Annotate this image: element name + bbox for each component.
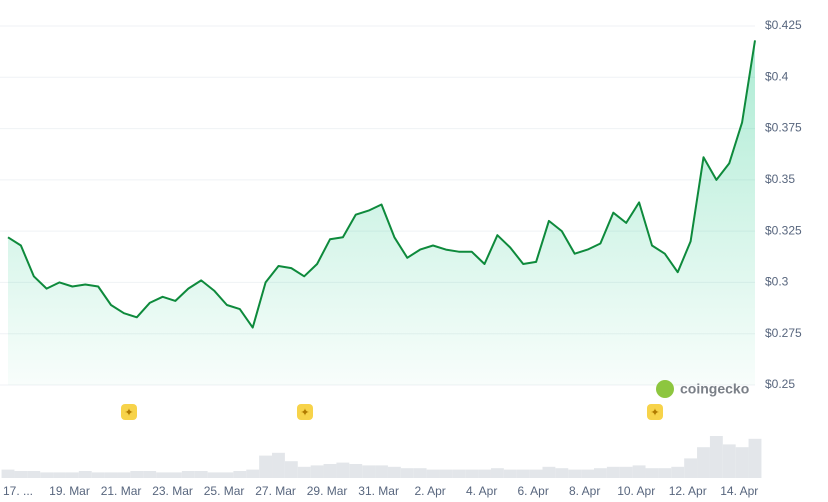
volume-bar (91, 472, 105, 478)
volume-bar (439, 469, 453, 478)
volume-bar (542, 466, 556, 478)
volume-bar (748, 438, 762, 478)
x-tick-label: 31. Mar (358, 484, 399, 498)
volume-bar (503, 469, 517, 478)
volume-bar (272, 452, 285, 478)
svg-text:✦: ✦ (124, 407, 133, 419)
svg-text:✦: ✦ (650, 407, 659, 419)
y-tick-label: $0.275 (765, 326, 802, 340)
volume-bar (297, 466, 311, 478)
x-tick-label: 6. Apr (517, 484, 548, 498)
volume-bar (413, 468, 427, 478)
area (8, 40, 755, 386)
x-tick-label: 14. Apr (720, 484, 758, 498)
y-tick-label: $0.3 (765, 275, 789, 289)
y-tick-label: $0.425 (765, 18, 802, 32)
x-tick-label: 25. Mar (204, 484, 245, 498)
volume-bar (529, 469, 543, 478)
x-tick-label: 2. Apr (414, 484, 445, 498)
x-tick-label: 23. Mar (152, 484, 193, 498)
y-tick-label: $0.25 (765, 377, 795, 391)
volume-bar (323, 464, 337, 478)
volume-bar (284, 461, 298, 478)
volume-bar (671, 466, 685, 478)
x-tick-label: 19. Mar (49, 484, 90, 498)
x-tick-label: 4. Apr (466, 484, 497, 498)
volume-bar (310, 465, 324, 478)
x-tick-label: 17. ... (3, 484, 33, 498)
x-tick-label: 29. Mar (307, 484, 348, 498)
volume-bar (233, 471, 247, 478)
x-tick-label: 10. Apr (617, 484, 655, 498)
volume-bar (632, 465, 646, 478)
volume-bar (555, 468, 569, 478)
volume-bar (78, 471, 92, 478)
volume-bar (400, 468, 414, 478)
volume-bar (130, 471, 144, 478)
volume-bar (259, 455, 273, 478)
volume-bar (568, 469, 582, 478)
volume-bar (104, 472, 118, 478)
volume-bar (375, 465, 388, 478)
volume-bar (362, 465, 376, 478)
watermark: coingecko (680, 381, 749, 397)
volume-bar (735, 447, 749, 478)
y-tick-label: $0.4 (765, 69, 789, 83)
volume-bar (27, 471, 41, 478)
volume-bar (387, 466, 401, 478)
volume-bar (349, 464, 363, 478)
x-tick-label: 12. Apr (669, 484, 707, 498)
volume-bar (40, 472, 54, 478)
x-tick-label: 21. Mar (101, 484, 142, 498)
volume-bar (516, 469, 530, 478)
volume-bar (697, 447, 710, 478)
volume-bar (709, 436, 723, 478)
volume-bar (478, 469, 491, 478)
volume-bar (168, 472, 182, 478)
volume-bar (606, 466, 620, 478)
event-markers: ✦ ✦ ✦ (121, 404, 663, 420)
volume-bar (581, 469, 595, 478)
y-tick-label: $0.325 (765, 223, 802, 237)
plot: $0.25 $0.275 $0.3 $0.325 $0.35 $0.375 $0.4 $0.4… (0, 18, 802, 498)
price-line (7, 40, 756, 329)
volume-bar (722, 444, 736, 478)
y-tick-label: $0.35 (765, 172, 795, 186)
volume-bar (53, 472, 66, 478)
volume-bar (490, 468, 504, 478)
volume-bar (645, 468, 659, 478)
volume-bar (143, 471, 157, 478)
volume-bar (1, 469, 15, 478)
volume-bar (14, 471, 28, 478)
volume-bar (684, 458, 698, 478)
volume-bar (181, 471, 195, 478)
x-tick-label: 8. Apr (569, 484, 600, 498)
volume-bar (117, 472, 131, 478)
volume-bar (594, 468, 607, 478)
volume-bar (207, 472, 221, 478)
svg-text:✦: ✦ (300, 407, 309, 419)
volume-bar (658, 468, 672, 478)
volume-bar (246, 469, 260, 478)
y-tick-label: $0.375 (765, 121, 802, 135)
volume-bar (426, 469, 440, 478)
x-tick-label: 27. Mar (255, 484, 296, 498)
volume-bar (194, 471, 208, 478)
volume-bar (619, 466, 633, 478)
volume-bar (336, 462, 350, 478)
volume-bar (220, 472, 234, 478)
volume-bar (452, 469, 466, 478)
volume-bar (465, 469, 479, 478)
watermark-logo (656, 380, 674, 398)
volume-bar (65, 472, 79, 478)
volume-bar (156, 472, 169, 478)
